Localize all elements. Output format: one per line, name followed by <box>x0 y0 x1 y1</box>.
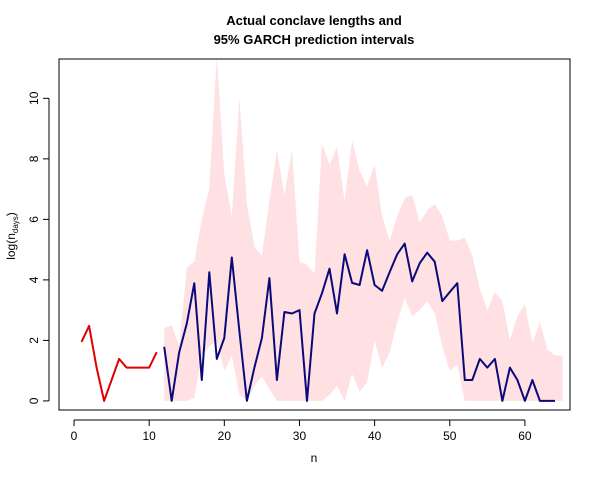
y-axis-label-main: log(n <box>4 233 18 260</box>
chart-title-line1: Actual conclave lengths and <box>226 13 402 28</box>
y-axis-label: log(ndays) <box>4 212 20 260</box>
prediction-interval-band-layer <box>164 56 563 401</box>
x-tick-label: 60 <box>518 429 532 443</box>
y-axis: 0 2 4 6 8 10 <box>27 91 50 404</box>
plot-frame <box>58 58 571 411</box>
series-lines-layer <box>80 242 555 402</box>
y-tick-label: 4 <box>27 276 41 283</box>
y-axis-label-close: ) <box>4 212 18 216</box>
y-tick-label: 0 <box>27 397 41 404</box>
x-tick-label: 20 <box>218 429 232 443</box>
chart-title-line2: 95% GARCH prediction intervals <box>214 32 415 47</box>
x-axis: 0 10 20 30 40 50 60 <box>71 419 532 443</box>
x-tick-label: 40 <box>368 429 382 443</box>
y-tick-label: 10 <box>27 91 41 105</box>
y-axis-label-subscript: days <box>11 216 20 233</box>
x-axis-label: n <box>311 451 318 465</box>
y-tick-label: 2 <box>27 337 41 344</box>
predicted-series-line <box>163 242 555 402</box>
x-tick-label: 30 <box>293 429 307 443</box>
x-tick-label: 10 <box>142 429 156 443</box>
y-tick-label: 8 <box>27 155 41 162</box>
x-tick-label: 50 <box>443 429 457 443</box>
y-tick-label: 6 <box>27 216 41 223</box>
actual-series-line <box>80 324 158 402</box>
svg-text:log(ndays): log(ndays) <box>4 212 20 260</box>
x-tick-label: 0 <box>71 429 78 443</box>
prediction-interval-band <box>164 56 563 401</box>
